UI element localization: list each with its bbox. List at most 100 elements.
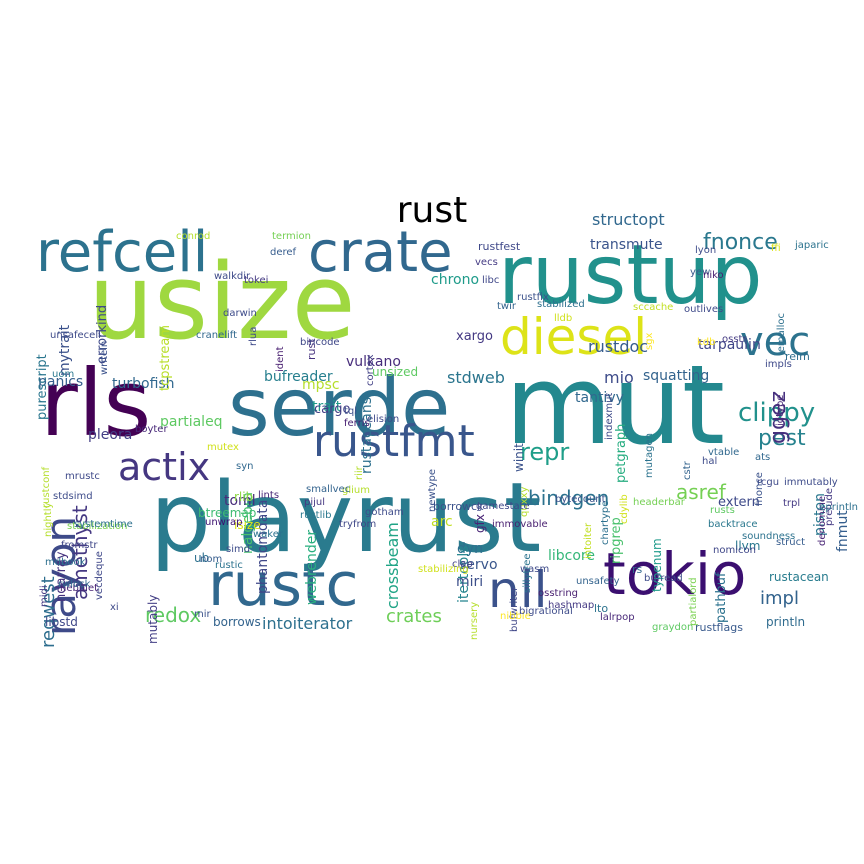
word-165: lalrpop — [600, 612, 635, 623]
word-191: midi — [39, 585, 50, 607]
word-157: headerbar — [633, 497, 685, 508]
word-58: petgraph — [614, 423, 629, 483]
word-49: purescript — [35, 354, 50, 420]
word-145: hal — [702, 456, 718, 467]
word-116: twir — [497, 301, 516, 312]
word-158: bytecount — [555, 494, 606, 505]
word-1: usize — [88, 241, 356, 363]
word-105: waker — [253, 529, 284, 540]
word-2: mut — [505, 341, 725, 469]
word-137: ffi — [771, 243, 781, 254]
word-107: unwrap — [205, 517, 243, 528]
word-194: mir — [194, 609, 211, 620]
word-141: rustfix — [517, 292, 549, 303]
word-64: fnmut — [835, 510, 851, 552]
word-93: bufread — [644, 573, 683, 584]
word-152: soundness — [742, 531, 796, 542]
word-41: bufreader — [264, 369, 333, 385]
word-196: simd — [226, 544, 251, 555]
word-34: crossbeam — [383, 522, 402, 609]
word-74: gfx — [473, 514, 487, 533]
word-102: rustlib — [300, 510, 332, 521]
word-140: libc — [482, 275, 500, 286]
word-8: refcell — [36, 220, 209, 285]
word-89: niko — [703, 270, 724, 281]
word-114: conrod — [176, 231, 211, 242]
word-106: nom — [200, 554, 223, 565]
word-94: borrowck — [433, 500, 484, 513]
word-67: println — [766, 615, 806, 629]
word-81: mutably — [146, 594, 160, 644]
word-182: rlua — [248, 326, 259, 346]
word-4: serde — [228, 361, 451, 454]
word-193: xi — [110, 602, 119, 613]
word-9: crate — [308, 220, 453, 285]
word-109: bincode — [300, 337, 340, 348]
word-70: arc — [431, 514, 453, 530]
word-125: writeln — [99, 340, 110, 375]
word-57: tarpaulin — [698, 337, 761, 353]
word-147: rcgu — [757, 477, 780, 488]
word-117: unsized — [372, 365, 419, 379]
word-168: nursery — [469, 601, 480, 640]
word-185: boyter — [135, 424, 168, 435]
word-134: idtype — [775, 394, 786, 426]
word-198: riir — [354, 466, 365, 480]
word-10: diesel — [500, 308, 648, 366]
word-91: relm — [785, 350, 810, 363]
word-52: rustaceans — [359, 396, 375, 474]
word-24: crates — [386, 606, 442, 627]
word-190: fromstr — [61, 540, 98, 551]
word-189: stdsimd — [53, 491, 93, 502]
word-186: mrustc — [65, 471, 100, 482]
word-138: sgx — [644, 332, 655, 350]
word-17: repr — [520, 438, 570, 466]
word-97: smallvec — [306, 484, 351, 495]
word-149: rusts — [710, 505, 735, 516]
word-187: systemtime — [74, 519, 133, 530]
word-111: walkdir — [214, 271, 251, 282]
word-156: chartype — [600, 500, 611, 545]
word-45: pleora — [88, 427, 133, 443]
word-65: llvm — [735, 539, 761, 553]
word-184: mutex — [207, 442, 239, 453]
word-154: mutagen — [644, 433, 655, 478]
word-88: yew — [690, 267, 711, 278]
word-66: rustacean — [769, 570, 829, 584]
word-71: libcore — [548, 548, 595, 564]
word-37: trait — [312, 399, 342, 415]
word-98: tql — [344, 406, 358, 417]
word-92: rs — [632, 563, 643, 576]
word-76: btreemap — [198, 506, 257, 520]
word-173: newtype — [427, 468, 438, 512]
word-99: ferris — [344, 418, 370, 429]
word-36: webrender — [304, 529, 320, 605]
word-51: cargo — [314, 402, 351, 417]
word-197: stabilizing — [418, 564, 469, 575]
word-86: rustfest — [478, 240, 521, 253]
word-62: extern — [718, 495, 760, 510]
word-38: mpsc — [302, 377, 340, 393]
word-14: nll — [488, 561, 548, 619]
word-172: gamestate — [476, 501, 530, 512]
word-79: ub — [194, 551, 210, 565]
word-166: graydon — [652, 622, 694, 633]
word-11: rustfmt — [313, 416, 475, 467]
word-123: unsafecell — [50, 330, 101, 341]
word-130: impls — [765, 359, 792, 370]
word-170: bigrational — [519, 606, 573, 617]
word-78: isize — [234, 518, 261, 532]
word-21: bindgen — [528, 486, 610, 510]
word-90: japaric — [795, 240, 829, 251]
word-151: nomicon — [713, 545, 756, 556]
word-16: clippy — [738, 398, 816, 428]
word-18: pest — [758, 426, 806, 451]
word-131: osstr — [722, 334, 747, 345]
word-178: immutably — [784, 477, 838, 488]
word-31: rustdoc — [588, 337, 649, 356]
word-95: clap — [452, 559, 473, 570]
word-160: wasm — [520, 564, 550, 575]
word-136: lyon — [695, 245, 717, 256]
word-68: servo — [459, 557, 498, 573]
